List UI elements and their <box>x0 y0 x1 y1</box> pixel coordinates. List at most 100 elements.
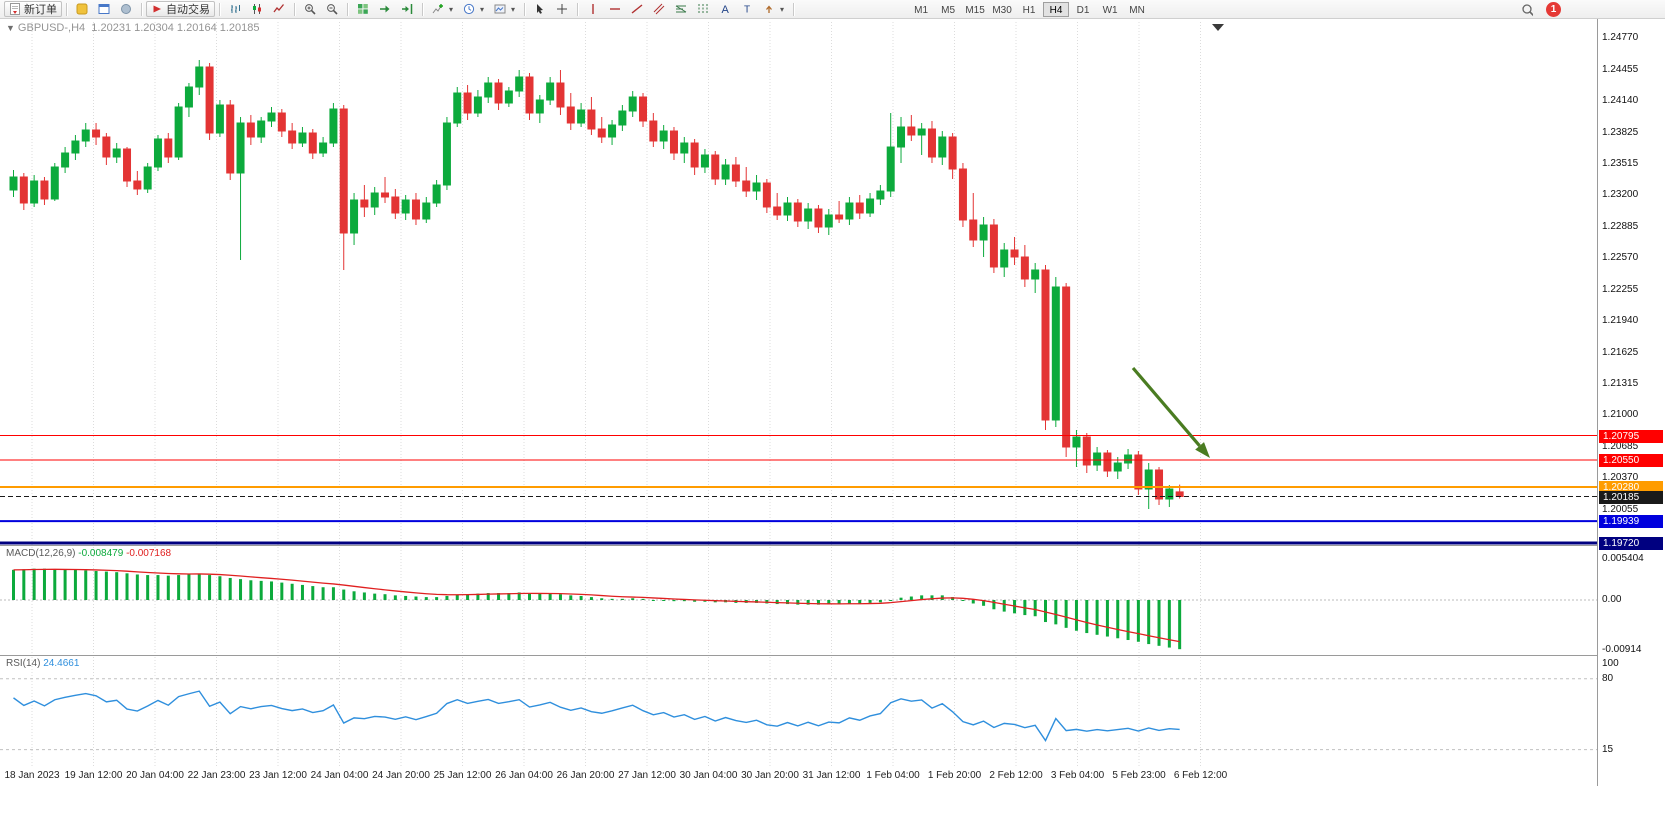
candle <box>742 180 751 192</box>
autotrading-button[interactable]: 自动交易 <box>146 1 215 17</box>
candle <box>143 166 152 190</box>
macd-histogram-bar <box>1126 600 1130 641</box>
macd-histogram-bar <box>1136 600 1140 642</box>
fibonacci-button[interactable] <box>670 1 692 17</box>
one-click-trading-toggle[interactable]: ▼ <box>6 23 15 33</box>
time-axis-label: 24 Jan 20:00 <box>372 770 430 781</box>
crosshair-button[interactable] <box>551 1 573 17</box>
candle <box>886 146 895 192</box>
text-label-button[interactable]: T <box>736 1 758 17</box>
rsi-axis-label: 80 <box>1602 672 1614 684</box>
vertical-line-button[interactable] <box>582 1 604 17</box>
time-axis[interactable]: 18 Jan 2023 19 Jan 12:00 20 Jan 04:00 22 Ja… <box>0 766 1597 788</box>
periods-dropdown[interactable] <box>458 1 489 17</box>
price-chart-canvas[interactable] <box>0 0 1597 786</box>
rsi-indicator-label: RSI(14) 24.4661 <box>6 658 79 669</box>
macd-histogram-bar <box>1044 600 1047 623</box>
candle <box>236 122 245 174</box>
candle <box>917 128 926 136</box>
toolbar: 新订单 自动交易 <box>0 0 1665 19</box>
timeframe-button-m1[interactable]: M1 <box>914 4 929 16</box>
time-axis-label: 26 Jan 04:00 <box>495 770 553 781</box>
panel-separator-rsi[interactable] <box>0 655 1665 656</box>
timeframe-button-h1[interactable]: H1 <box>1022 4 1036 16</box>
cursor-button[interactable] <box>529 1 551 17</box>
candle <box>793 202 802 222</box>
macd-histogram-bar <box>73 569 77 600</box>
candle <box>587 109 596 130</box>
cycle-lines-icon <box>697 3 709 15</box>
templates-dropdown[interactable] <box>489 1 520 17</box>
text-icon: A <box>719 3 731 15</box>
timeframe-button-w1[interactable]: W1 <box>1102 4 1118 16</box>
macd-histogram-bar <box>208 575 212 600</box>
macd-histogram-bar <box>971 600 975 604</box>
macd-histogram-bar <box>125 573 129 600</box>
candle <box>597 128 606 138</box>
data-window-button[interactable] <box>93 1 115 17</box>
macd-histogram-bar <box>156 575 160 600</box>
bar-chart-button[interactable] <box>224 1 246 17</box>
notification-badge[interactable]: 1 <box>1546 1 1561 17</box>
metaeditor-button[interactable] <box>71 1 93 17</box>
trendline-button[interactable] <box>626 1 648 17</box>
channel-button[interactable] <box>648 1 670 17</box>
macd-histogram-bar <box>528 593 531 600</box>
macd-histogram-bar <box>342 589 346 600</box>
macd-histogram-bar <box>393 595 397 600</box>
macd-histogram-bar <box>868 600 872 603</box>
text-button[interactable]: A <box>714 1 736 17</box>
candlestick-chart-button[interactable] <box>246 1 268 17</box>
time-axis-label: 30 Jan 20:00 <box>741 770 799 781</box>
macd-histogram-bar <box>373 593 377 600</box>
macd-histogram-bar <box>270 581 273 600</box>
auto-scroll-button[interactable] <box>374 1 396 17</box>
macd-histogram-bar <box>1033 600 1037 617</box>
price-axis[interactable]: 1.24770 1.24455 1.24140 1.23825 1.23515 1.232… <box>1598 0 1665 786</box>
macd-signal-line <box>13 568 1180 643</box>
zoom-in-button[interactable] <box>299 1 321 17</box>
tile-windows-button[interactable] <box>352 1 374 17</box>
timeframe-button-m5[interactable]: M5 <box>941 4 956 16</box>
candle <box>711 154 720 180</box>
timeframe-button-h4[interactable]: H4 <box>1043 1 1070 17</box>
line-chart-button[interactable] <box>268 1 290 17</box>
candle <box>1144 469 1153 490</box>
arrows-dropdown[interactable] <box>758 1 789 17</box>
horizontal-line-button[interactable] <box>604 1 626 17</box>
timeframe-button-d1[interactable]: D1 <box>1076 4 1090 16</box>
macd-histogram-bar <box>1074 600 1078 631</box>
macd-histogram-bar <box>115 572 119 600</box>
zoom-out-button[interactable] <box>321 1 343 17</box>
candle <box>1010 249 1019 258</box>
chart-shift-button[interactable] <box>396 1 418 17</box>
candle <box>1051 286 1060 421</box>
candle <box>762 182 771 208</box>
time-axis-label: 5 Feb 23:00 <box>1112 770 1166 781</box>
candle <box>577 109 586 124</box>
macd-histogram-bar <box>466 594 470 600</box>
price-axis-label: 1.20370 <box>1602 472 1639 483</box>
horizontal-line-icon <box>609 3 621 15</box>
macd-histogram-bar <box>992 600 996 610</box>
timeframe-button-m15[interactable]: M15 <box>965 4 985 16</box>
candle <box>174 106 183 158</box>
time-axis-label: 3 Feb 04:00 <box>1050 770 1105 781</box>
cycle-lines-button[interactable] <box>692 1 714 17</box>
time-axis-label: 20 Jan 04:00 <box>126 770 184 781</box>
candle <box>40 180 49 200</box>
chart-symbol-period: GBPUSD-,H4 <box>17 22 86 34</box>
panel-separator-macd[interactable] <box>0 545 1665 546</box>
cursor-icon <box>534 3 546 15</box>
search-button[interactable] <box>1516 1 1538 17</box>
toolbar-separator <box>422 2 423 16</box>
crosshair-icon <box>556 3 568 15</box>
trend-arrow[interactable] <box>1131 366 1201 447</box>
candle <box>1082 436 1091 466</box>
timeframe-button-mn[interactable]: MN <box>1129 4 1145 16</box>
indicators-dropdown[interactable] <box>427 1 458 17</box>
timeframe-button-m30[interactable]: M30 <box>992 4 1012 16</box>
new-order-button[interactable]: 新订单 <box>4 1 62 17</box>
strategy-tester-button[interactable] <box>115 1 137 17</box>
line-chart-icon <box>273 3 285 15</box>
